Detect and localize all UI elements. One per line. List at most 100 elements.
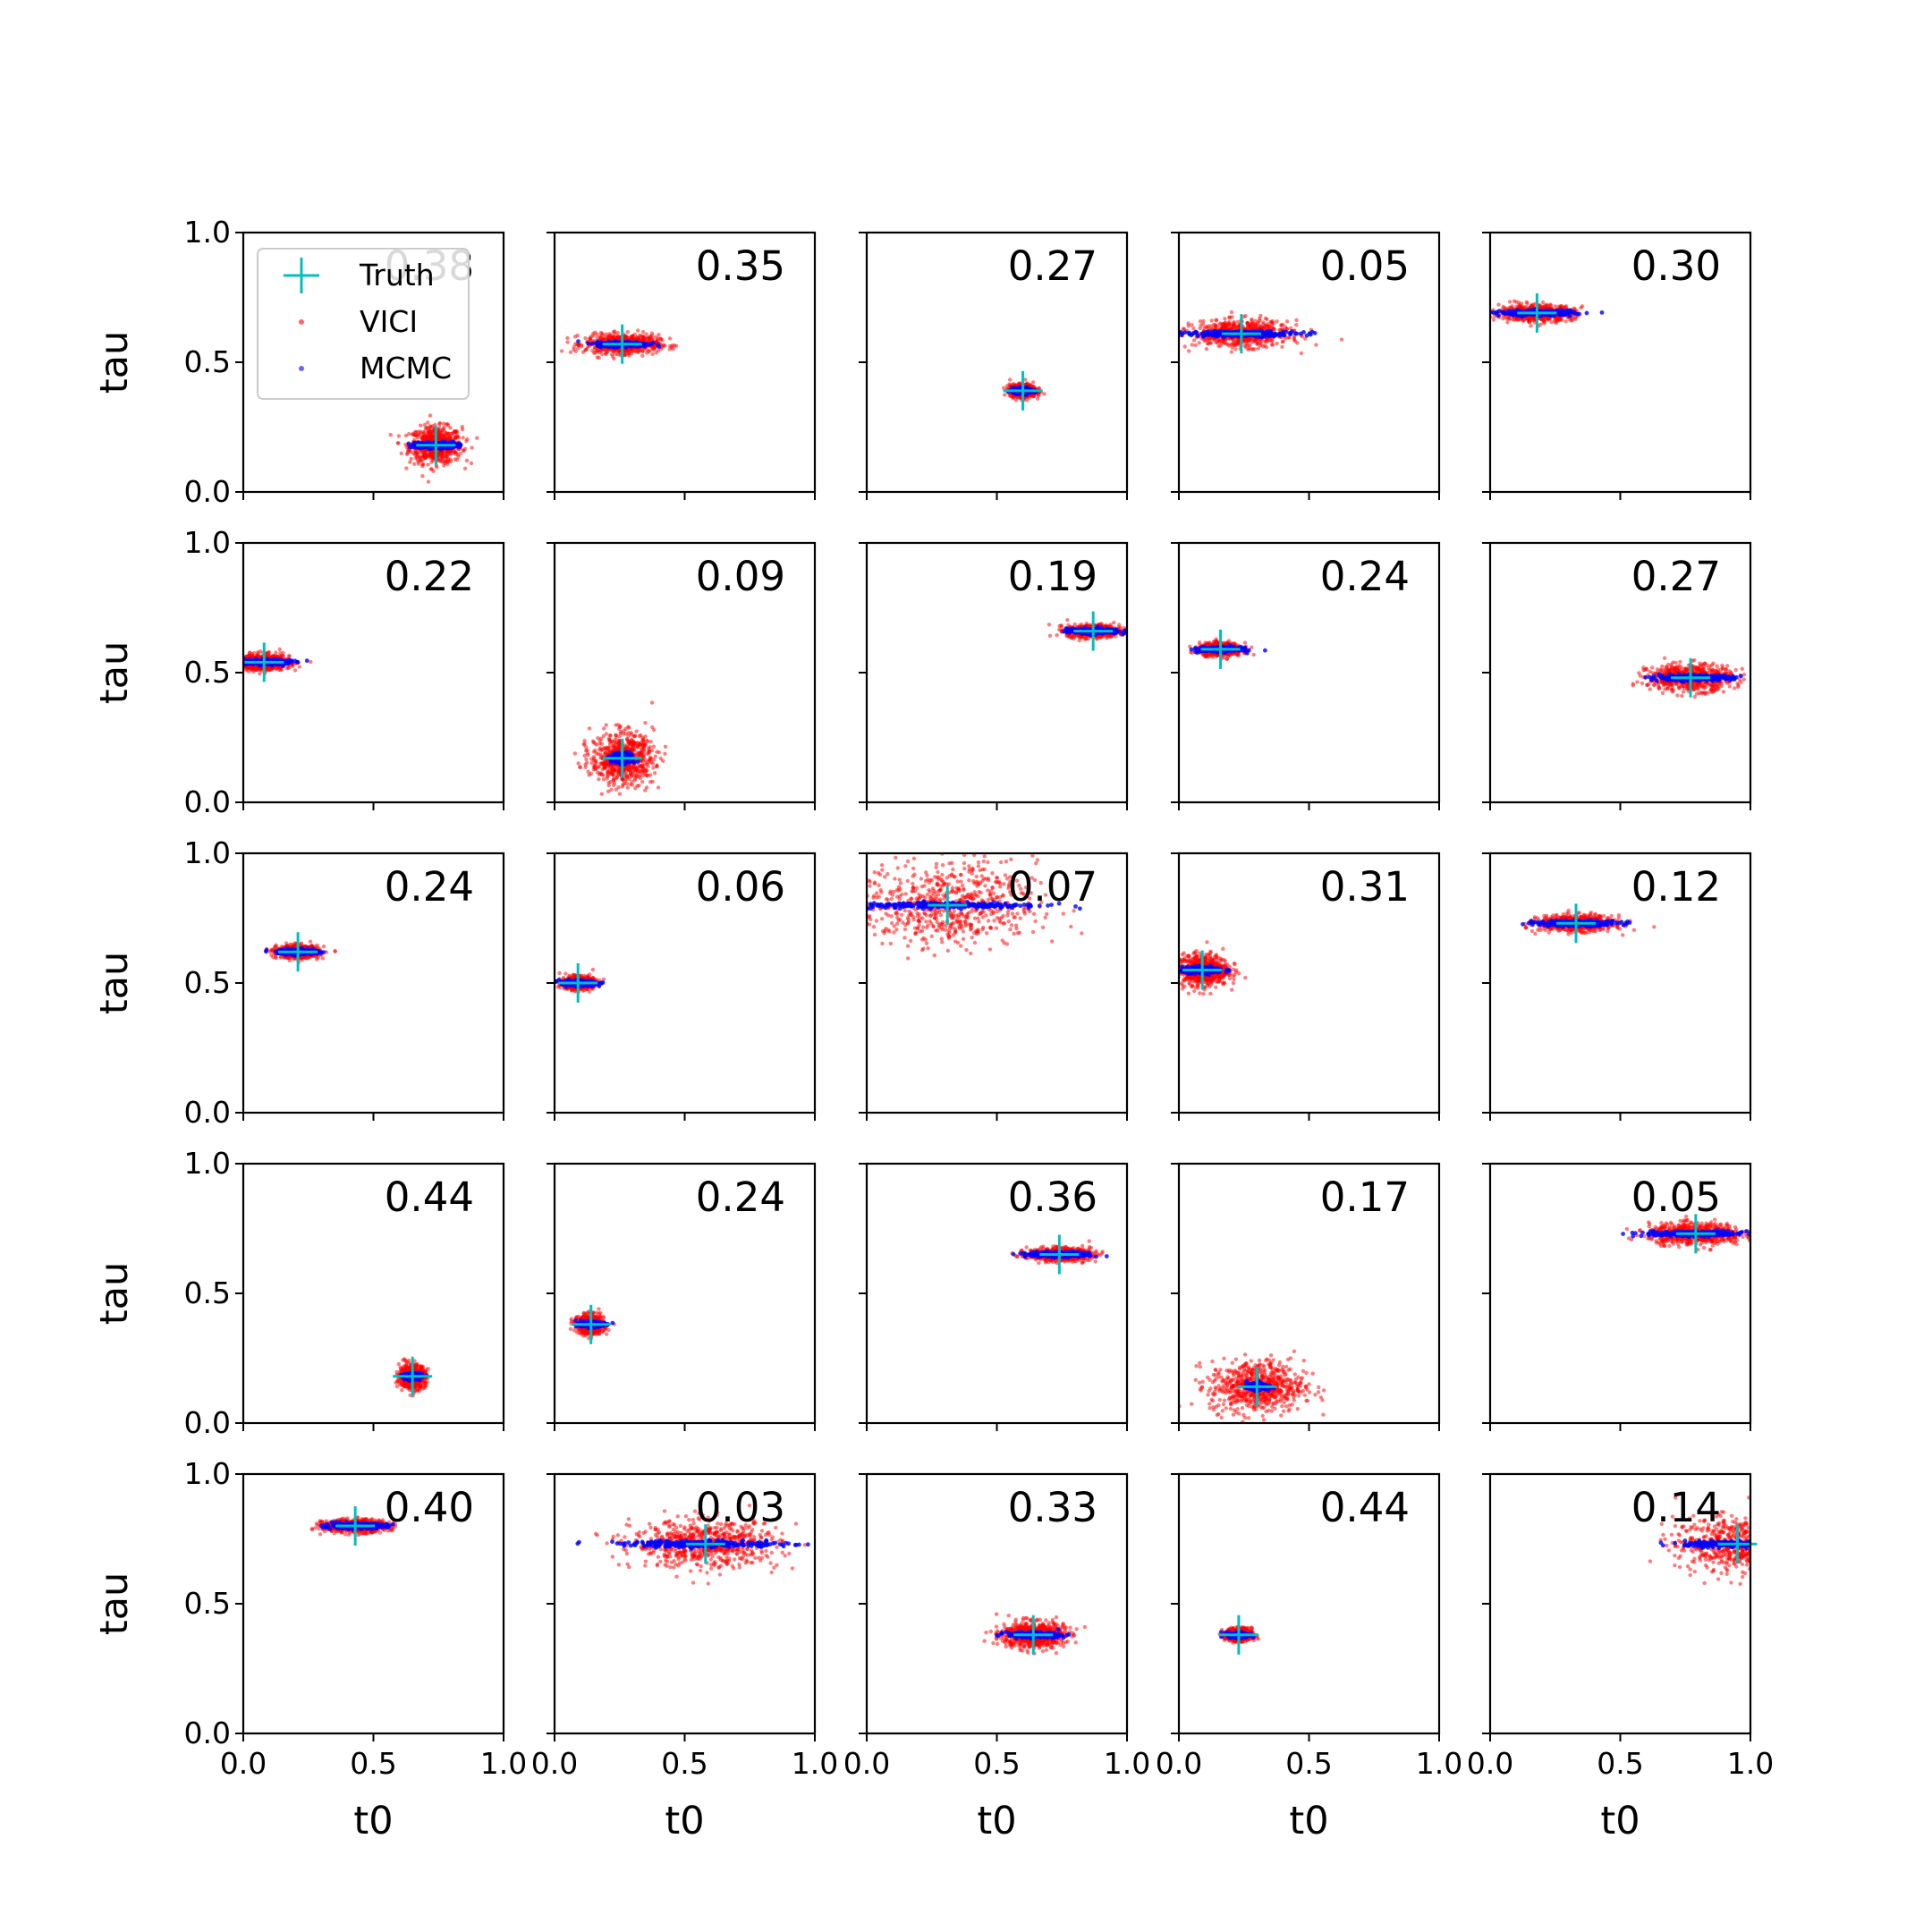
vici-point <box>1191 338 1197 343</box>
mcmc-point <box>1496 313 1501 318</box>
vici-point <box>437 420 443 426</box>
mcmc-point <box>1276 332 1282 337</box>
mcmc-point <box>1179 333 1184 338</box>
vici-point <box>1279 323 1284 327</box>
vici-point <box>1248 336 1252 341</box>
vici-point <box>442 463 446 468</box>
mcmc-point <box>438 447 444 452</box>
vici-point <box>437 425 442 430</box>
panel-value-label: 0.05 <box>1320 242 1410 290</box>
vici-point <box>1191 326 1196 331</box>
vici-point <box>1209 318 1214 323</box>
mcmc-point <box>1292 331 1298 336</box>
vici-point <box>408 460 412 464</box>
vici-point <box>640 330 646 335</box>
vici-point <box>1491 318 1496 322</box>
vici-point <box>1275 341 1279 346</box>
vici-point <box>461 436 465 440</box>
vici-point <box>1197 341 1201 345</box>
vici-point <box>1031 385 1037 389</box>
vici-point <box>1226 322 1232 327</box>
vici-point <box>388 432 393 437</box>
vici-point <box>583 335 588 341</box>
vici-point <box>421 436 426 441</box>
vici-point <box>439 431 444 436</box>
vici-point <box>640 353 645 358</box>
vici-point <box>453 457 457 462</box>
vici-point <box>399 451 403 456</box>
vici-point <box>565 335 570 341</box>
vici-point <box>1292 339 1298 343</box>
y-axis-label: tau <box>92 331 137 394</box>
vici-point <box>1529 324 1533 328</box>
vici-point <box>1198 319 1203 324</box>
mcmc-point <box>1216 330 1222 335</box>
vici-point <box>395 441 401 445</box>
mcmc-point <box>1567 314 1572 318</box>
vici-point <box>404 466 409 470</box>
mcmc-point <box>1501 309 1506 315</box>
truth-marker <box>1517 292 1557 333</box>
vici-point <box>645 351 649 355</box>
vici-point <box>1284 319 1290 324</box>
mcmc-point <box>1272 333 1276 337</box>
panel-4: 0.05 <box>1171 231 1441 500</box>
vici-point <box>475 436 479 440</box>
vici-point <box>419 423 423 428</box>
mcmc-point <box>1288 330 1293 335</box>
vici-point <box>441 421 446 426</box>
vici-point <box>1303 336 1308 341</box>
vici-point <box>1532 316 1537 320</box>
vici-point <box>460 425 464 429</box>
mcmc-point <box>648 342 654 346</box>
vici-point <box>1042 392 1046 396</box>
vici-point <box>428 432 433 436</box>
vici-point <box>1242 343 1248 348</box>
vici-point <box>609 352 614 357</box>
vici-point <box>559 349 564 353</box>
y-tick-label: 1.0 <box>184 215 231 250</box>
vici-point <box>1299 351 1304 356</box>
vici-point <box>277 647 282 652</box>
vici-point <box>626 351 631 356</box>
vici-point <box>1182 344 1187 349</box>
legend-label: MCMC <box>360 351 452 386</box>
vici-point <box>309 659 313 665</box>
vici-point <box>614 352 618 356</box>
vici-point <box>1008 377 1013 382</box>
vici-point <box>1227 316 1233 320</box>
legend-label: VICI <box>360 304 418 339</box>
vici-point <box>1504 317 1510 321</box>
vici-point <box>1501 316 1505 321</box>
vici-point <box>1206 324 1211 328</box>
vici-point <box>1554 320 1559 326</box>
vici-point <box>1190 323 1194 327</box>
vici-point <box>1193 343 1199 348</box>
vici-point <box>464 439 469 444</box>
vici-point <box>568 350 573 354</box>
vici-point <box>1235 340 1241 344</box>
mcmc-point <box>656 343 660 348</box>
mcmc-point <box>1584 310 1589 316</box>
vici-point <box>1527 319 1532 325</box>
legend-item-vici: VICI <box>299 304 418 339</box>
legend-item-mcmc: MCMC <box>299 351 452 386</box>
vici-point <box>422 422 427 428</box>
vici-point <box>590 348 595 353</box>
vici-point <box>648 348 652 353</box>
vici-point <box>597 355 601 360</box>
mcmc-point <box>1203 332 1208 336</box>
vici-point <box>1018 381 1022 386</box>
vici-point <box>420 474 425 479</box>
vici-point <box>667 336 673 341</box>
vici-point <box>1204 347 1209 352</box>
mcmc-point <box>1599 310 1605 315</box>
vici-point <box>611 329 616 335</box>
vici-point <box>1283 325 1288 329</box>
vici-point <box>1294 318 1299 323</box>
vici-point <box>1283 336 1288 341</box>
vici-point <box>446 435 451 440</box>
vici-point <box>650 352 655 357</box>
